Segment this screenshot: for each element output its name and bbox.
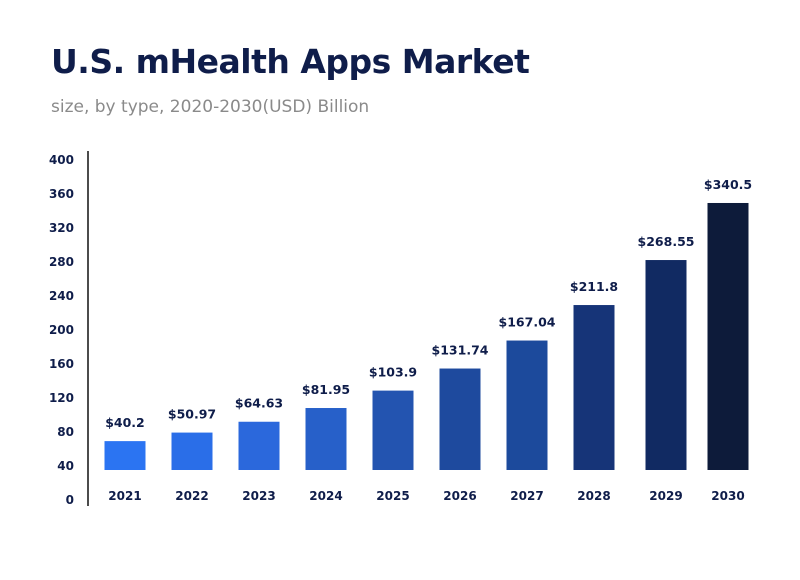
x-tick-label: 2029 xyxy=(649,489,682,503)
x-tick-label: 2024 xyxy=(309,489,342,503)
bar-2029 xyxy=(645,260,687,470)
y-tick-label: 360 xyxy=(49,187,74,201)
x-tick-label: 2030 xyxy=(711,489,744,503)
y-tick-label: 160 xyxy=(49,357,74,371)
x-tick-label: 2025 xyxy=(376,489,409,503)
data-label: $81.95 xyxy=(302,382,350,397)
bar-2022 xyxy=(171,432,213,470)
y-tick-label: 80 xyxy=(57,425,74,439)
data-label: $131.74 xyxy=(432,343,489,358)
data-label: $40.2 xyxy=(105,415,145,430)
chart-subtitle: size, by type, 2020-2030(USD) Billion xyxy=(51,97,370,117)
x-tick-label: 2023 xyxy=(242,489,275,503)
x-tick-label: 2021 xyxy=(108,489,141,503)
bar-2028 xyxy=(573,305,615,470)
data-label: $64.63 xyxy=(235,396,283,411)
y-tick-label: 200 xyxy=(49,323,74,337)
bar-2030 xyxy=(707,202,749,470)
data-label: $211.8 xyxy=(570,279,618,294)
y-tick-label: 0 xyxy=(66,493,74,507)
chart-title: U.S. mHealth Apps Market xyxy=(51,42,530,81)
y-tick-label: 320 xyxy=(49,221,74,235)
data-label: $340.5 xyxy=(704,177,752,192)
bar-2024 xyxy=(305,408,347,470)
data-label: $50.97 xyxy=(168,407,216,422)
x-tick-label: 2022 xyxy=(175,489,208,503)
y-tick-label: 240 xyxy=(49,289,74,303)
x-tick-label: 2026 xyxy=(443,489,476,503)
data-label: $103.9 xyxy=(369,365,417,380)
y-tick-label: 40 xyxy=(57,459,74,473)
bar-2021 xyxy=(104,441,146,470)
data-label: $167.04 xyxy=(499,315,556,330)
bar-2026 xyxy=(439,368,481,470)
x-tick-label: 2027 xyxy=(510,489,543,503)
x-tick-label: 2028 xyxy=(577,489,610,503)
data-label: $268.55 xyxy=(638,234,695,249)
bar-2027 xyxy=(506,340,548,470)
y-tick-label: 400 xyxy=(49,153,74,167)
y-tick-label: 280 xyxy=(49,255,74,269)
y-tick-label: 120 xyxy=(49,391,74,405)
bar-2023 xyxy=(238,421,280,470)
bar-2025 xyxy=(372,390,414,470)
